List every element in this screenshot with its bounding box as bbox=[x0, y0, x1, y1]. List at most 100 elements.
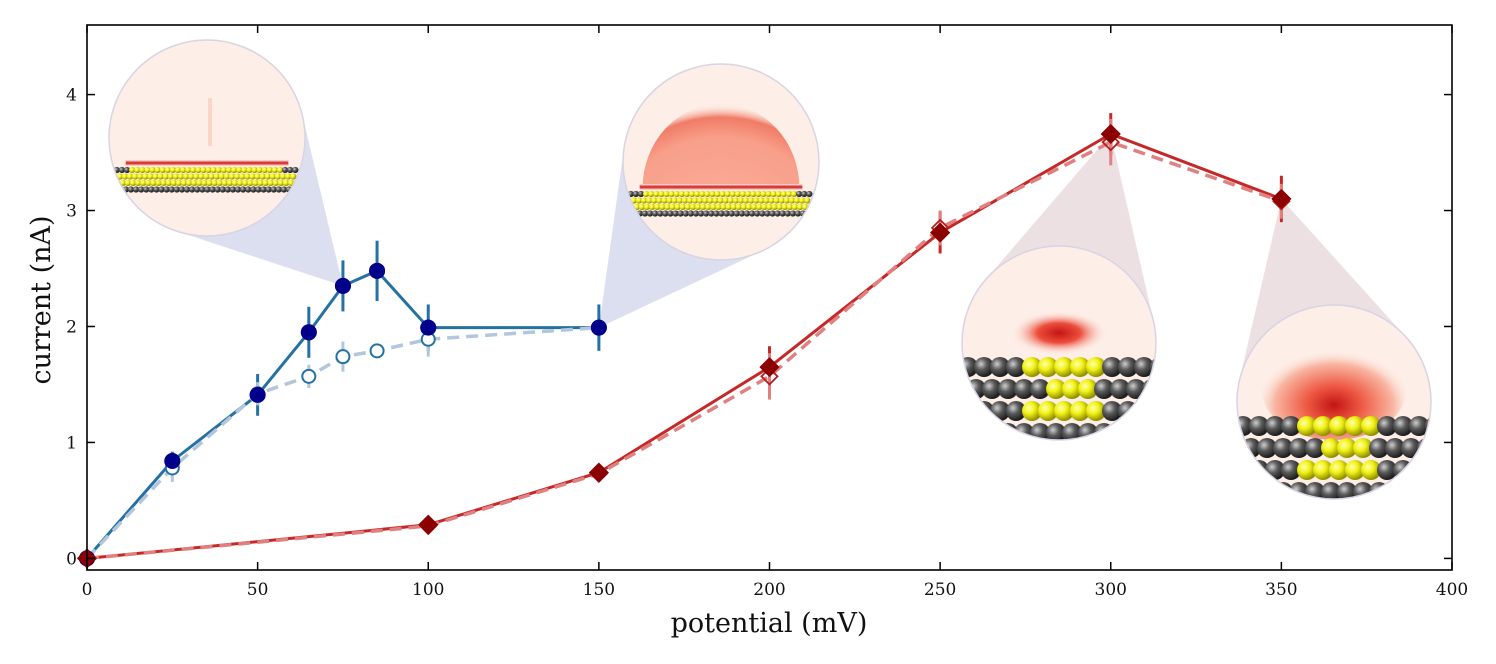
atom bbox=[279, 173, 287, 180]
atom bbox=[1249, 416, 1269, 436]
atom bbox=[1433, 438, 1453, 458]
atom bbox=[205, 166, 212, 174]
atom bbox=[640, 197, 648, 204]
atom bbox=[215, 166, 222, 174]
atom bbox=[683, 190, 691, 198]
atom bbox=[702, 197, 709, 204]
atom bbox=[748, 210, 756, 217]
atom bbox=[659, 203, 666, 211]
atom bbox=[153, 186, 160, 193]
atom bbox=[143, 186, 150, 193]
atom bbox=[770, 190, 777, 198]
atom bbox=[710, 203, 717, 211]
atom bbox=[682, 210, 689, 217]
atom bbox=[725, 203, 732, 211]
series-blue-dashed bbox=[79, 320, 607, 566]
atom bbox=[154, 166, 161, 174]
atom bbox=[169, 166, 177, 174]
atom bbox=[694, 190, 701, 198]
atom bbox=[793, 197, 801, 204]
atom bbox=[134, 166, 141, 174]
atom bbox=[1417, 482, 1431, 499]
atom bbox=[745, 190, 752, 198]
data-point-top bbox=[300, 324, 317, 341]
atom bbox=[661, 197, 668, 204]
atom bbox=[183, 186, 191, 193]
atom bbox=[1265, 416, 1285, 436]
atom bbox=[732, 197, 739, 204]
atom bbox=[208, 173, 215, 180]
atom bbox=[271, 166, 279, 174]
atom bbox=[1353, 438, 1373, 458]
atom bbox=[211, 179, 218, 187]
atom bbox=[198, 173, 205, 180]
atom bbox=[771, 203, 778, 211]
data-point-top bbox=[418, 514, 439, 535]
atom bbox=[1054, 401, 1074, 421]
inset-border bbox=[622, 63, 820, 261]
atom bbox=[1054, 357, 1074, 377]
atom bbox=[761, 203, 768, 211]
atom bbox=[121, 173, 129, 180]
atom bbox=[720, 203, 727, 211]
inset-red-300mV bbox=[961, 134, 1157, 441]
atom bbox=[265, 186, 272, 193]
atom bbox=[123, 166, 131, 174]
atom bbox=[152, 173, 159, 180]
atom bbox=[666, 197, 673, 204]
atom bbox=[1329, 460, 1349, 480]
atom bbox=[1345, 416, 1365, 436]
data-point-top bbox=[590, 319, 607, 336]
atom bbox=[651, 197, 658, 204]
data-point-red-dashed-200 bbox=[760, 367, 779, 386]
atom bbox=[177, 173, 185, 180]
atom bbox=[668, 190, 675, 198]
atom bbox=[791, 203, 799, 211]
atom bbox=[145, 179, 152, 187]
atom bbox=[742, 197, 750, 204]
atom bbox=[1281, 460, 1301, 480]
data-point-top bbox=[164, 453, 181, 469]
atom bbox=[804, 197, 811, 204]
atom bbox=[637, 190, 645, 198]
atom bbox=[220, 166, 228, 174]
atom bbox=[231, 179, 239, 187]
atom bbox=[743, 210, 751, 217]
atom bbox=[1086, 401, 1106, 421]
atom bbox=[287, 166, 294, 174]
atom bbox=[691, 197, 699, 204]
atom bbox=[717, 197, 724, 204]
atom bbox=[737, 197, 745, 204]
atom bbox=[768, 197, 775, 204]
atom bbox=[796, 190, 803, 198]
atom bbox=[667, 210, 674, 217]
atom bbox=[190, 166, 197, 174]
atom bbox=[712, 197, 719, 204]
y-tick-label: 2 bbox=[66, 317, 77, 337]
atom bbox=[801, 190, 808, 198]
x-tick-label: 250 bbox=[924, 580, 956, 600]
density-blob bbox=[1011, 311, 1107, 355]
atom bbox=[257, 179, 264, 187]
atom bbox=[1273, 438, 1293, 458]
atom bbox=[790, 190, 798, 198]
atom bbox=[765, 190, 772, 198]
atom bbox=[663, 190, 670, 198]
y-tick-label: 3 bbox=[66, 202, 77, 222]
data-point-top bbox=[759, 357, 780, 378]
atom bbox=[158, 186, 165, 193]
atom bbox=[779, 210, 786, 217]
atom bbox=[1337, 438, 1357, 458]
atom bbox=[234, 173, 241, 180]
atom bbox=[1289, 438, 1309, 458]
atom bbox=[789, 210, 796, 217]
atom bbox=[129, 166, 136, 174]
atom bbox=[249, 173, 256, 180]
atom bbox=[672, 210, 679, 217]
atom bbox=[694, 203, 702, 211]
atom bbox=[267, 179, 274, 187]
atom bbox=[974, 357, 994, 377]
atom bbox=[729, 190, 736, 198]
atom bbox=[1425, 460, 1431, 480]
atom bbox=[998, 379, 1018, 399]
